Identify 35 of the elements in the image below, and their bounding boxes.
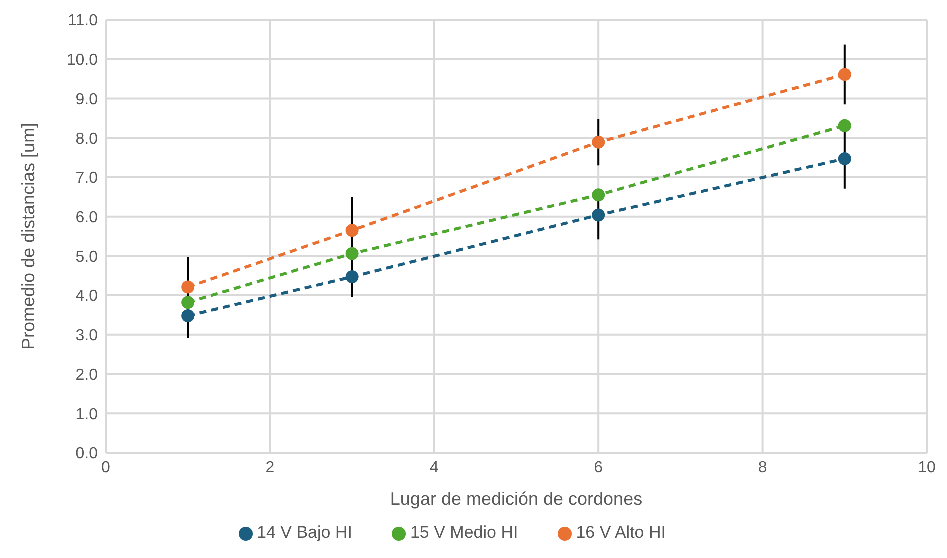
point	[838, 119, 852, 132]
y-tick-label: 4.0	[76, 288, 98, 306]
point	[592, 136, 606, 149]
y-tick-label: 11.0	[68, 12, 98, 30]
y-tick-label: 2.0	[76, 366, 98, 384]
legend-label: 14 V Bajo HI	[257, 523, 352, 542]
x-tick-label: 0	[102, 459, 111, 476]
x-axis-title: Lugar de medición de cordones	[390, 489, 643, 509]
point	[182, 296, 195, 310]
y-tick-label: 10.0	[66, 52, 98, 70]
legend-label: 16 V Alto HI	[576, 523, 666, 542]
point	[592, 188, 606, 202]
y-tick-label: 9.0	[76, 91, 98, 108]
y-tick-label: 7.0	[76, 170, 98, 188]
y-tick-label: 8.0	[76, 130, 98, 148]
y-tick-label: 6.0	[76, 210, 98, 226]
point	[182, 280, 195, 294]
y-tick-label: 0.0	[76, 446, 98, 463]
point	[838, 68, 852, 82]
point	[346, 270, 359, 284]
legend-label: 15 V Medio HI	[410, 523, 518, 542]
x-tick-label: 4	[430, 459, 439, 476]
point	[346, 247, 359, 260]
x-tick-label: 10	[918, 459, 936, 476]
point	[182, 310, 195, 323]
y-tick-label: 3.0	[76, 328, 98, 345]
x-tick-label: 6	[594, 459, 604, 476]
x-tick-label: 8	[758, 459, 768, 476]
point	[346, 224, 359, 238]
point	[838, 152, 852, 166]
x-tick-label: 2	[266, 459, 275, 476]
y-tick-label: 1.0	[76, 406, 98, 424]
point	[592, 208, 606, 222]
y-axis-title: Promedio de distancias [um]	[18, 122, 38, 350]
y-tick-label: 5.0	[76, 248, 98, 266]
